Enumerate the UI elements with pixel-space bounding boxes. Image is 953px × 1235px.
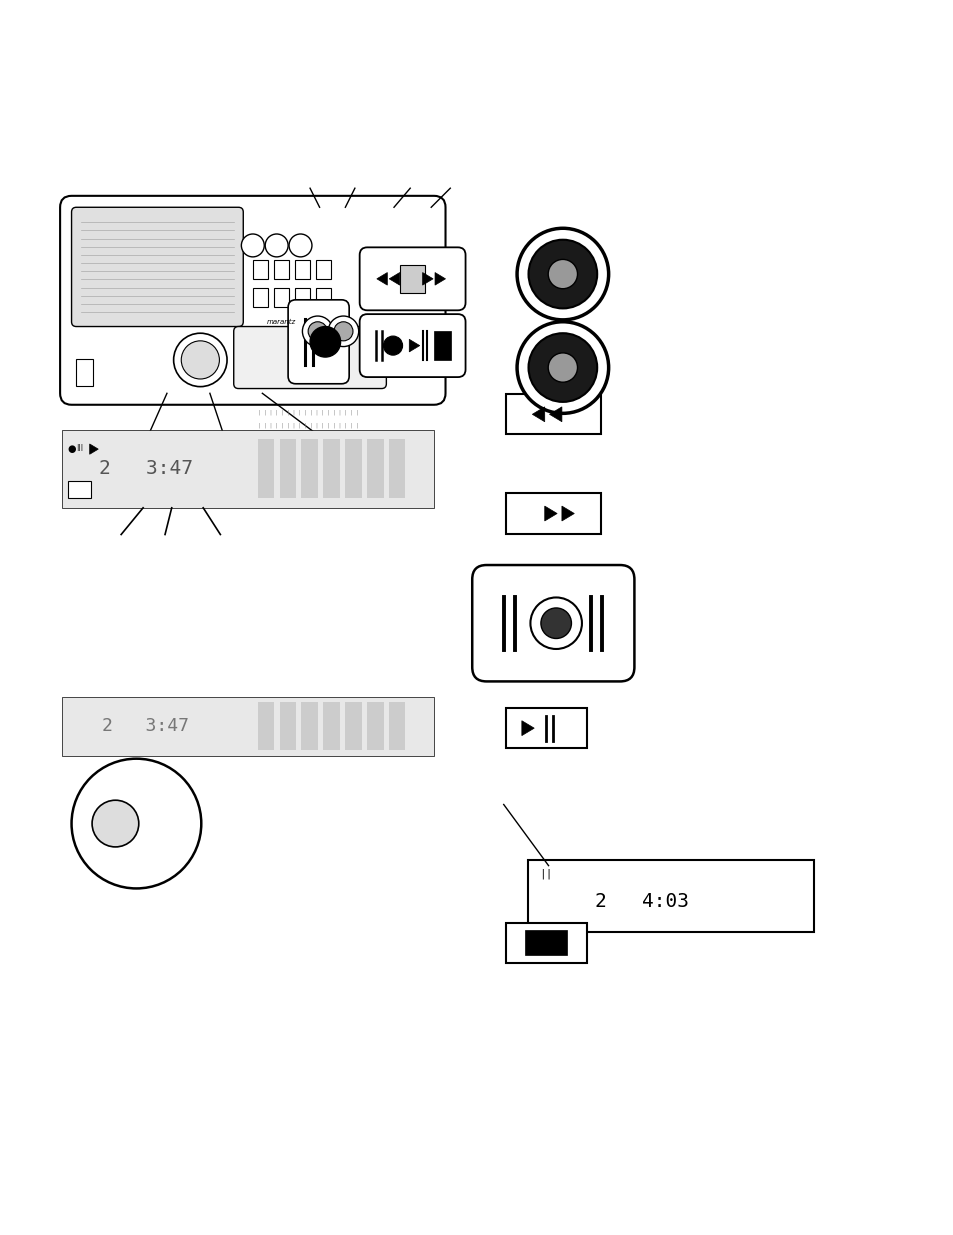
Bar — [62, 697, 434, 756]
Text: 2   4:03: 2 4:03 — [595, 893, 688, 911]
Polygon shape — [376, 273, 387, 285]
Bar — [524, 930, 566, 955]
Bar — [345, 703, 361, 750]
Polygon shape — [521, 721, 534, 736]
Text: marantz: marantz — [267, 319, 295, 325]
Circle shape — [528, 333, 597, 401]
Bar — [345, 440, 361, 498]
Circle shape — [530, 598, 581, 648]
Text: 2   3:47: 2 3:47 — [99, 459, 193, 478]
Bar — [315, 259, 331, 279]
Polygon shape — [532, 406, 544, 421]
Circle shape — [517, 228, 608, 320]
Circle shape — [540, 608, 571, 638]
Polygon shape — [90, 443, 98, 454]
Circle shape — [383, 336, 402, 356]
Circle shape — [92, 800, 138, 847]
Bar — [279, 703, 295, 750]
Polygon shape — [549, 406, 561, 421]
FancyBboxPatch shape — [60, 196, 445, 405]
Bar — [527, 860, 813, 932]
Circle shape — [334, 322, 353, 341]
Circle shape — [265, 233, 288, 257]
Bar — [76, 359, 93, 385]
Circle shape — [71, 758, 201, 888]
Circle shape — [173, 333, 227, 387]
Polygon shape — [561, 506, 574, 521]
FancyBboxPatch shape — [359, 314, 465, 377]
Bar — [505, 923, 586, 963]
Text: ||: || — [538, 868, 552, 879]
Bar — [301, 703, 317, 750]
Bar — [294, 288, 310, 308]
Circle shape — [517, 322, 608, 414]
FancyBboxPatch shape — [233, 326, 386, 389]
Bar — [294, 259, 310, 279]
Bar — [315, 288, 331, 308]
Bar — [274, 259, 289, 279]
Bar — [323, 703, 339, 750]
Circle shape — [310, 326, 340, 357]
Bar — [434, 331, 451, 359]
Bar — [505, 494, 600, 534]
Bar — [505, 708, 586, 748]
FancyBboxPatch shape — [288, 300, 349, 384]
Text: |||: ||| — [76, 443, 83, 451]
Bar — [257, 703, 274, 750]
FancyBboxPatch shape — [71, 207, 243, 326]
Bar — [257, 440, 274, 498]
Bar — [323, 440, 339, 498]
Text: ●: ● — [68, 443, 76, 453]
Circle shape — [241, 233, 264, 257]
Bar — [399, 264, 424, 293]
Bar — [389, 440, 405, 498]
Polygon shape — [422, 273, 433, 285]
Polygon shape — [544, 506, 557, 521]
Bar — [253, 259, 268, 279]
Polygon shape — [435, 273, 445, 285]
Circle shape — [302, 316, 333, 347]
Circle shape — [328, 316, 358, 347]
Polygon shape — [389, 273, 399, 285]
Text: 2   3:47: 2 3:47 — [102, 718, 190, 735]
FancyBboxPatch shape — [359, 247, 465, 310]
Circle shape — [181, 341, 219, 379]
Circle shape — [289, 233, 312, 257]
Circle shape — [528, 240, 597, 309]
Bar — [279, 440, 295, 498]
FancyBboxPatch shape — [472, 566, 634, 682]
Circle shape — [548, 353, 577, 382]
Bar — [367, 440, 383, 498]
Text: | | | | | | | | | | | | | | | | | |: | | | | | | | | | | | | | | | | | | — [257, 410, 364, 415]
Bar — [274, 288, 289, 308]
Bar — [301, 440, 317, 498]
Bar — [389, 703, 405, 750]
Bar — [68, 482, 91, 498]
Polygon shape — [409, 340, 419, 352]
Text: | | | | | | | | | | | | | | | | | |: | | | | | | | | | | | | | | | | | | — [257, 422, 364, 427]
Circle shape — [308, 322, 327, 341]
Circle shape — [548, 259, 577, 289]
Bar — [505, 394, 600, 435]
Bar — [367, 703, 383, 750]
Bar — [253, 288, 268, 308]
Bar — [62, 430, 434, 508]
